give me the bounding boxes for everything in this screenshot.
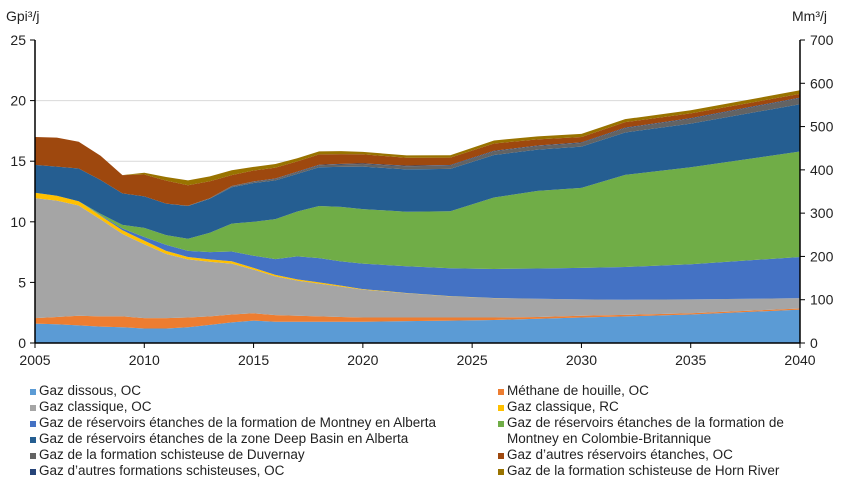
legend-left-column: Gaz dissous, OC Gaz classique, OC Gaz de… [30,383,436,479]
right-tick-label: 300 [810,205,834,221]
right-tick-label: 500 [810,119,834,135]
legend-item: Gaz classique, OC [30,399,436,415]
legend-swatch [30,453,36,459]
area-gaz-d-autres-r-servoirs-tanches-oc [35,93,800,206]
legend-right-column: Méthane de houille, OC Gaz classique, RC… [498,383,828,479]
x-tick-label: 2010 [129,352,160,368]
legend-item: Gaz de la formation schisteuse de Horn R… [498,463,828,479]
legend-swatch [30,469,36,475]
legend-item: Gaz de réservoirs étanches de la formati… [498,415,828,447]
legend-swatch [30,421,36,427]
area-gaz-de-r-servoirs-tanches-de-la-zone-deep-basin-en-alberta [35,104,800,239]
area-gaz-de-r-servoirs-tanches-de-la-formation-de-montney-en-colombie-britannique [35,151,800,269]
right-tick-label: 700 [810,32,834,48]
area-gaz-de-r-servoirs-tanches-de-la-formation-de-montney-en-alberta [35,192,800,300]
legend-swatch [30,437,36,443]
legend-item: Gaz de la formation schisteuse de Duvern… [30,447,436,463]
right-tick-label: 600 [810,75,834,91]
legend-swatch [498,389,504,395]
area-m-thane-de-houille-oc [35,308,800,329]
x-tick-label: 2040 [784,352,815,368]
area-gaz-dissous-oc [35,309,800,343]
x-tick-label: 2030 [566,352,597,368]
right-tick-label: 400 [810,162,834,178]
left-tick-label: 5 [18,274,26,290]
legend-swatch [498,405,504,411]
x-tick-label: 2015 [238,352,269,368]
left-tick-label: 0 [18,335,26,351]
x-tick-label: 2035 [675,352,706,368]
x-tick-label: 2020 [347,352,378,368]
legend-swatch [498,453,504,459]
left-axis-title: Gpi³/j [6,8,40,24]
right-tick-label: 100 [810,292,834,308]
legend-item: Méthane de houille, OC [498,383,828,399]
left-tick-label: 20 [10,93,26,109]
legend-swatch [498,421,504,427]
left-tick-label: 25 [10,32,26,48]
legend-item: Gaz d’autres formations schisteuses, OC [30,463,436,479]
right-axis-title: Mm³/j [792,8,827,24]
legend-swatch [498,469,504,475]
legend-item: Gaz classique, RC [498,399,828,415]
legend-swatch [30,405,36,411]
x-tick-label: 2025 [457,352,488,368]
x-tick-label: 2005 [19,352,50,368]
legend-item: Gaz de réservoirs étanches de la formati… [30,415,436,431]
area-gaz-classique-oc [35,198,800,319]
legend-item: Gaz de réservoirs étanches de la zone De… [30,431,436,447]
left-tick-label: 15 [10,153,26,169]
right-tick-label: 200 [810,248,834,264]
left-tick-label: 10 [10,214,26,230]
legend-item: Gaz dissous, OC [30,383,436,399]
right-tick-label: 0 [810,335,818,351]
legend-item: Gaz d’autres réservoirs étanches, OC [498,447,828,463]
legend-swatch [30,389,36,395]
